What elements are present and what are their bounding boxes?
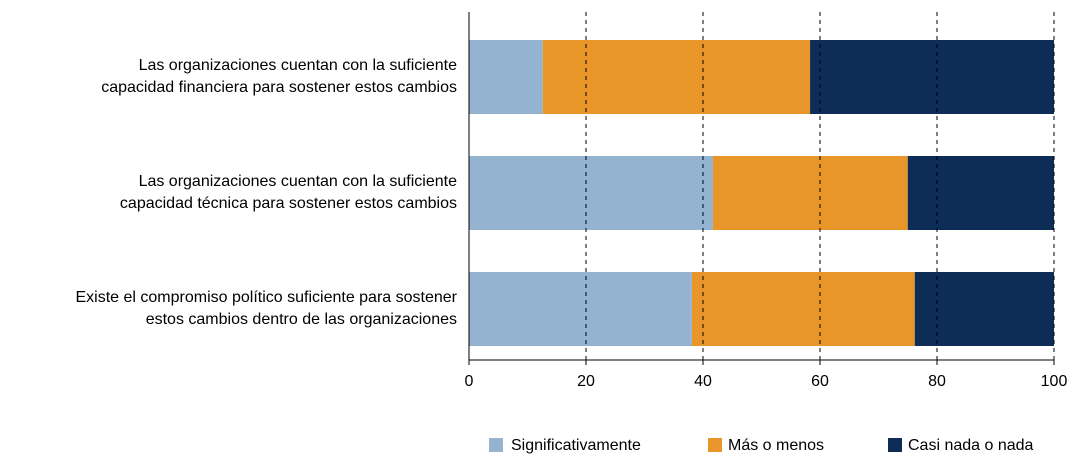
legend-swatch — [708, 438, 722, 452]
legend-swatch — [489, 438, 503, 452]
category-label: capacidad técnica para sostener estos ca… — [120, 195, 457, 212]
bar-segment — [542, 40, 811, 114]
category-label: Las organizaciones cuentan con la sufici… — [139, 173, 458, 190]
bar-segment — [691, 272, 915, 346]
category-label: capacidad financiera para sostener estos… — [101, 79, 457, 96]
bar-segment — [712, 156, 908, 230]
bar-segment — [469, 40, 543, 114]
category-label: Las organizaciones cuentan con la sufici… — [139, 57, 458, 74]
category-label: estos cambios dentro de las organizacion… — [146, 311, 457, 328]
bar-segment — [469, 272, 692, 346]
x-tick-label: 80 — [928, 373, 946, 390]
bar-segment — [907, 156, 1054, 230]
legend-swatch — [888, 438, 902, 452]
bar-segment — [469, 156, 713, 230]
x-tick-label: 20 — [577, 373, 595, 390]
legend-label: Casi nada o nada — [908, 437, 1034, 454]
bar-segment — [914, 272, 1054, 346]
category-label: Existe el compromiso político suficiente… — [75, 289, 457, 306]
x-tick-label: 0 — [465, 373, 474, 390]
x-tick-label: 40 — [694, 373, 712, 390]
legend-label: Más o menos — [728, 437, 824, 454]
bar-segment — [810, 40, 1054, 114]
legend-label: Significativamente — [511, 437, 641, 454]
x-tick-label: 60 — [811, 373, 829, 390]
x-tick-label: 100 — [1041, 373, 1068, 390]
